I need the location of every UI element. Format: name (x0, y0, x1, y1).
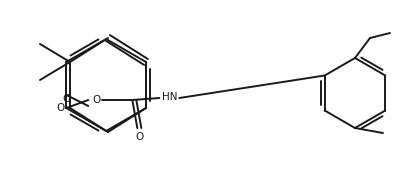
Text: O: O (56, 103, 64, 113)
Text: O: O (92, 95, 100, 105)
Text: O: O (135, 132, 143, 142)
Text: O: O (62, 94, 70, 104)
Text: HN: HN (161, 92, 177, 102)
